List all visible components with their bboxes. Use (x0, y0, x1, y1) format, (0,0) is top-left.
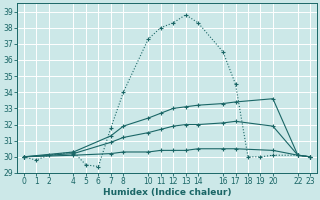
X-axis label: Humidex (Indice chaleur): Humidex (Indice chaleur) (103, 188, 231, 197)
